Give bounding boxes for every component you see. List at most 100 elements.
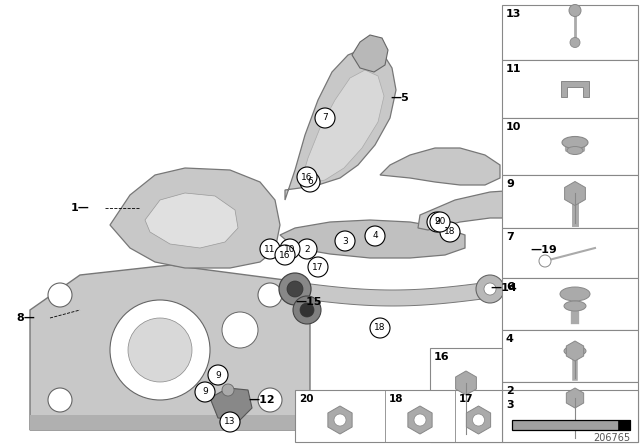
Text: 9: 9 — [434, 217, 440, 227]
Circle shape — [128, 318, 192, 382]
Circle shape — [335, 231, 355, 251]
Text: 3: 3 — [506, 400, 514, 410]
Bar — [295, 390, 502, 442]
Text: 13: 13 — [224, 418, 236, 426]
Circle shape — [258, 283, 282, 307]
Bar — [502, 330, 638, 382]
Circle shape — [430, 212, 450, 232]
Text: 9: 9 — [506, 179, 514, 189]
Circle shape — [365, 226, 385, 246]
Bar — [502, 382, 638, 442]
Text: 9: 9 — [202, 388, 208, 396]
Circle shape — [280, 239, 300, 259]
Circle shape — [370, 318, 390, 338]
Circle shape — [48, 388, 72, 412]
Circle shape — [110, 300, 210, 400]
Ellipse shape — [567, 146, 583, 155]
Polygon shape — [145, 193, 238, 248]
Polygon shape — [352, 35, 388, 72]
Polygon shape — [110, 168, 280, 268]
Text: 7: 7 — [506, 232, 514, 242]
Text: 2: 2 — [304, 245, 310, 254]
Text: 6: 6 — [307, 177, 313, 186]
Polygon shape — [561, 81, 589, 97]
Bar — [502, 118, 638, 175]
Text: 9: 9 — [215, 370, 221, 379]
Text: 18: 18 — [374, 323, 386, 332]
Polygon shape — [512, 420, 630, 430]
Bar — [502, 228, 638, 278]
Circle shape — [48, 283, 72, 307]
Text: —19: —19 — [530, 245, 557, 255]
Text: 4: 4 — [506, 334, 514, 344]
Polygon shape — [380, 148, 500, 185]
Circle shape — [220, 412, 240, 432]
Circle shape — [569, 4, 581, 17]
Circle shape — [297, 167, 317, 187]
Circle shape — [334, 414, 346, 426]
Circle shape — [297, 239, 317, 259]
Text: 2: 2 — [506, 386, 514, 396]
Circle shape — [539, 200, 551, 212]
Text: 10: 10 — [506, 122, 522, 132]
Bar — [430, 348, 502, 442]
Ellipse shape — [564, 301, 586, 311]
Circle shape — [315, 108, 335, 128]
Text: 8—: 8— — [16, 313, 35, 323]
Text: 1—: 1— — [71, 203, 90, 213]
Circle shape — [279, 273, 311, 305]
Circle shape — [222, 384, 234, 396]
Circle shape — [275, 245, 295, 265]
Text: —12: —12 — [248, 395, 275, 405]
Circle shape — [308, 257, 328, 277]
Bar — [502, 278, 638, 330]
Circle shape — [427, 212, 447, 232]
Text: 3: 3 — [342, 237, 348, 246]
Bar — [502, 60, 638, 118]
Text: —14: —14 — [490, 283, 516, 293]
Polygon shape — [300, 70, 384, 185]
Polygon shape — [30, 265, 310, 430]
Text: 16: 16 — [301, 172, 313, 181]
Text: 16: 16 — [434, 352, 450, 362]
Circle shape — [440, 222, 460, 242]
Ellipse shape — [562, 137, 588, 148]
Text: 6: 6 — [506, 282, 514, 292]
Circle shape — [476, 275, 504, 303]
Text: 13: 13 — [506, 9, 522, 19]
Circle shape — [293, 296, 321, 324]
Text: 16: 16 — [279, 250, 291, 259]
Circle shape — [208, 365, 228, 385]
Bar — [502, 5, 638, 60]
Circle shape — [258, 388, 282, 412]
Text: 10: 10 — [284, 245, 296, 254]
Text: 20: 20 — [299, 394, 314, 404]
Circle shape — [300, 172, 320, 192]
Circle shape — [570, 38, 580, 47]
Circle shape — [533, 194, 557, 218]
Polygon shape — [210, 388, 252, 420]
Text: 4: 4 — [372, 232, 378, 241]
Ellipse shape — [564, 346, 586, 356]
Text: 17: 17 — [312, 263, 324, 271]
Polygon shape — [618, 420, 630, 430]
Text: 206765: 206765 — [593, 433, 630, 443]
Bar — [502, 175, 638, 228]
Circle shape — [300, 303, 314, 317]
Text: —5: —5 — [390, 93, 409, 103]
Circle shape — [484, 283, 496, 295]
Circle shape — [472, 414, 484, 426]
Circle shape — [539, 255, 551, 267]
Circle shape — [195, 382, 215, 402]
Polygon shape — [418, 190, 545, 230]
Text: 17: 17 — [459, 394, 474, 404]
Text: 20: 20 — [435, 217, 445, 227]
Text: 7: 7 — [322, 113, 328, 122]
Polygon shape — [280, 220, 465, 258]
Text: 11: 11 — [264, 245, 276, 254]
Text: 18: 18 — [389, 394, 403, 404]
Circle shape — [260, 239, 280, 259]
Circle shape — [414, 414, 426, 426]
Polygon shape — [285, 48, 396, 200]
Circle shape — [287, 281, 303, 297]
